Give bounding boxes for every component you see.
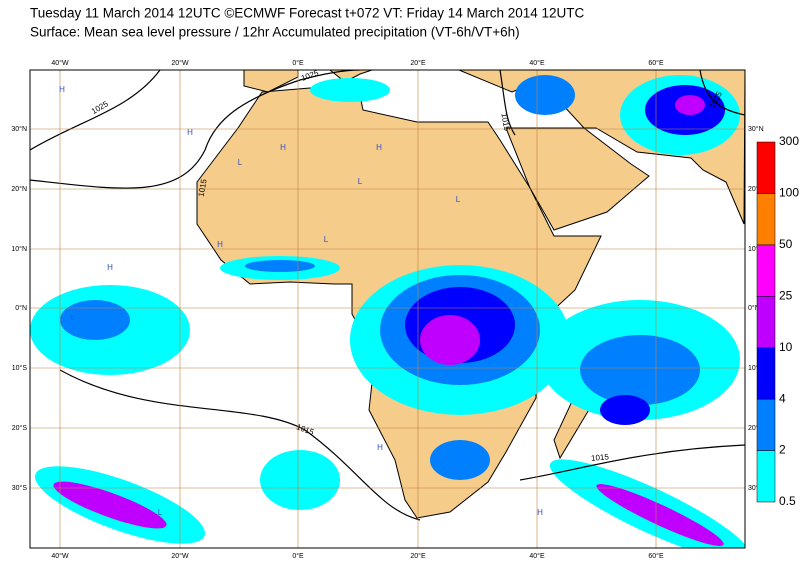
subtitle-line: Surface: Mean sea level pressure / 12hr … — [30, 25, 520, 40]
colorbar-swatch — [756, 296, 776, 348]
pressure-center: H — [377, 443, 383, 452]
latitude-label: 20°S — [748, 424, 764, 432]
map-frame — [29, 69, 746, 549]
colorbar-label: 0.5 — [779, 494, 796, 508]
pressure-center: H — [187, 128, 193, 137]
isobars — [30, 70, 745, 521]
pressure-center: H — [280, 143, 286, 152]
colorbar-label: 300 — [779, 134, 799, 148]
colorbar-label: 4 — [779, 391, 786, 405]
pressure-center: L — [358, 177, 363, 186]
pressure-center: L — [158, 508, 163, 517]
colorbar-swatch — [756, 398, 776, 451]
pressure-center: H — [537, 508, 543, 517]
latitude-label: 0°N — [748, 304, 760, 312]
isobar-label: 1015 — [197, 178, 209, 198]
pressure-center: H — [217, 240, 223, 249]
pressure-center: L — [238, 158, 243, 167]
precipitation — [30, 75, 745, 548]
latitude-label: 20°N — [11, 185, 27, 193]
pressure-center: L — [324, 235, 329, 244]
longitude-label: 20°E — [410, 552, 426, 560]
latitude-label: 30°N — [748, 125, 764, 133]
colorbar-swatch — [756, 347, 776, 400]
longitude-label: 0°E — [292, 552, 304, 560]
longitude-label: 40°E — [529, 552, 545, 560]
longitude-label: 40°E — [529, 59, 545, 67]
isobar-label: 1015 — [591, 452, 610, 463]
latitude-label: 20°S — [12, 424, 28, 432]
longitude-label: 20°W — [171, 552, 189, 560]
longitude-label: 20°W — [171, 59, 189, 67]
latitude-label: 30°S — [748, 484, 764, 492]
latitude-label: 30°N — [11, 125, 27, 133]
colorbar-swatch — [756, 141, 776, 194]
longitude-label: 60°E — [648, 59, 664, 67]
colorbar-label: 25 — [779, 288, 793, 302]
colorbar-label: 2 — [779, 443, 786, 457]
colorbar-label: 10 — [779, 340, 793, 354]
title-line: Tuesday 11 March 2014 12UTC ©ECMWF Forec… — [30, 6, 585, 21]
latitude-label: 10°S — [12, 364, 28, 372]
pressure-center: L — [456, 195, 461, 204]
longitude-label: 0°E — [292, 59, 304, 67]
colorbar-label: 100 — [779, 186, 799, 200]
longitude-label: 60°E — [648, 552, 664, 560]
map-area — [30, 70, 745, 548]
colorbar-swatch — [756, 450, 776, 503]
colorbar-label: 50 — [779, 237, 793, 251]
pressure-center: H — [59, 85, 65, 94]
pressure-center: L — [71, 313, 76, 322]
colorbar-swatch — [756, 244, 776, 297]
longitude-label: 40°W — [51, 552, 69, 560]
latitude-label: 30°S — [12, 484, 28, 492]
pressure-center: H — [376, 143, 382, 152]
latitude-label: 10°N — [748, 245, 764, 253]
latitude-label: 10°N — [11, 245, 27, 253]
colorbar-swatch — [756, 193, 776, 246]
longitude-label: 20°E — [410, 59, 426, 67]
latitude-label: 10°S — [748, 364, 764, 372]
pressure-center: H — [107, 263, 113, 272]
longitude-label: 40°W — [51, 59, 69, 67]
latitude-label: 0°N — [15, 304, 27, 312]
latitude-label: 20°N — [748, 185, 764, 193]
isobar-label: 1015 — [499, 112, 511, 132]
